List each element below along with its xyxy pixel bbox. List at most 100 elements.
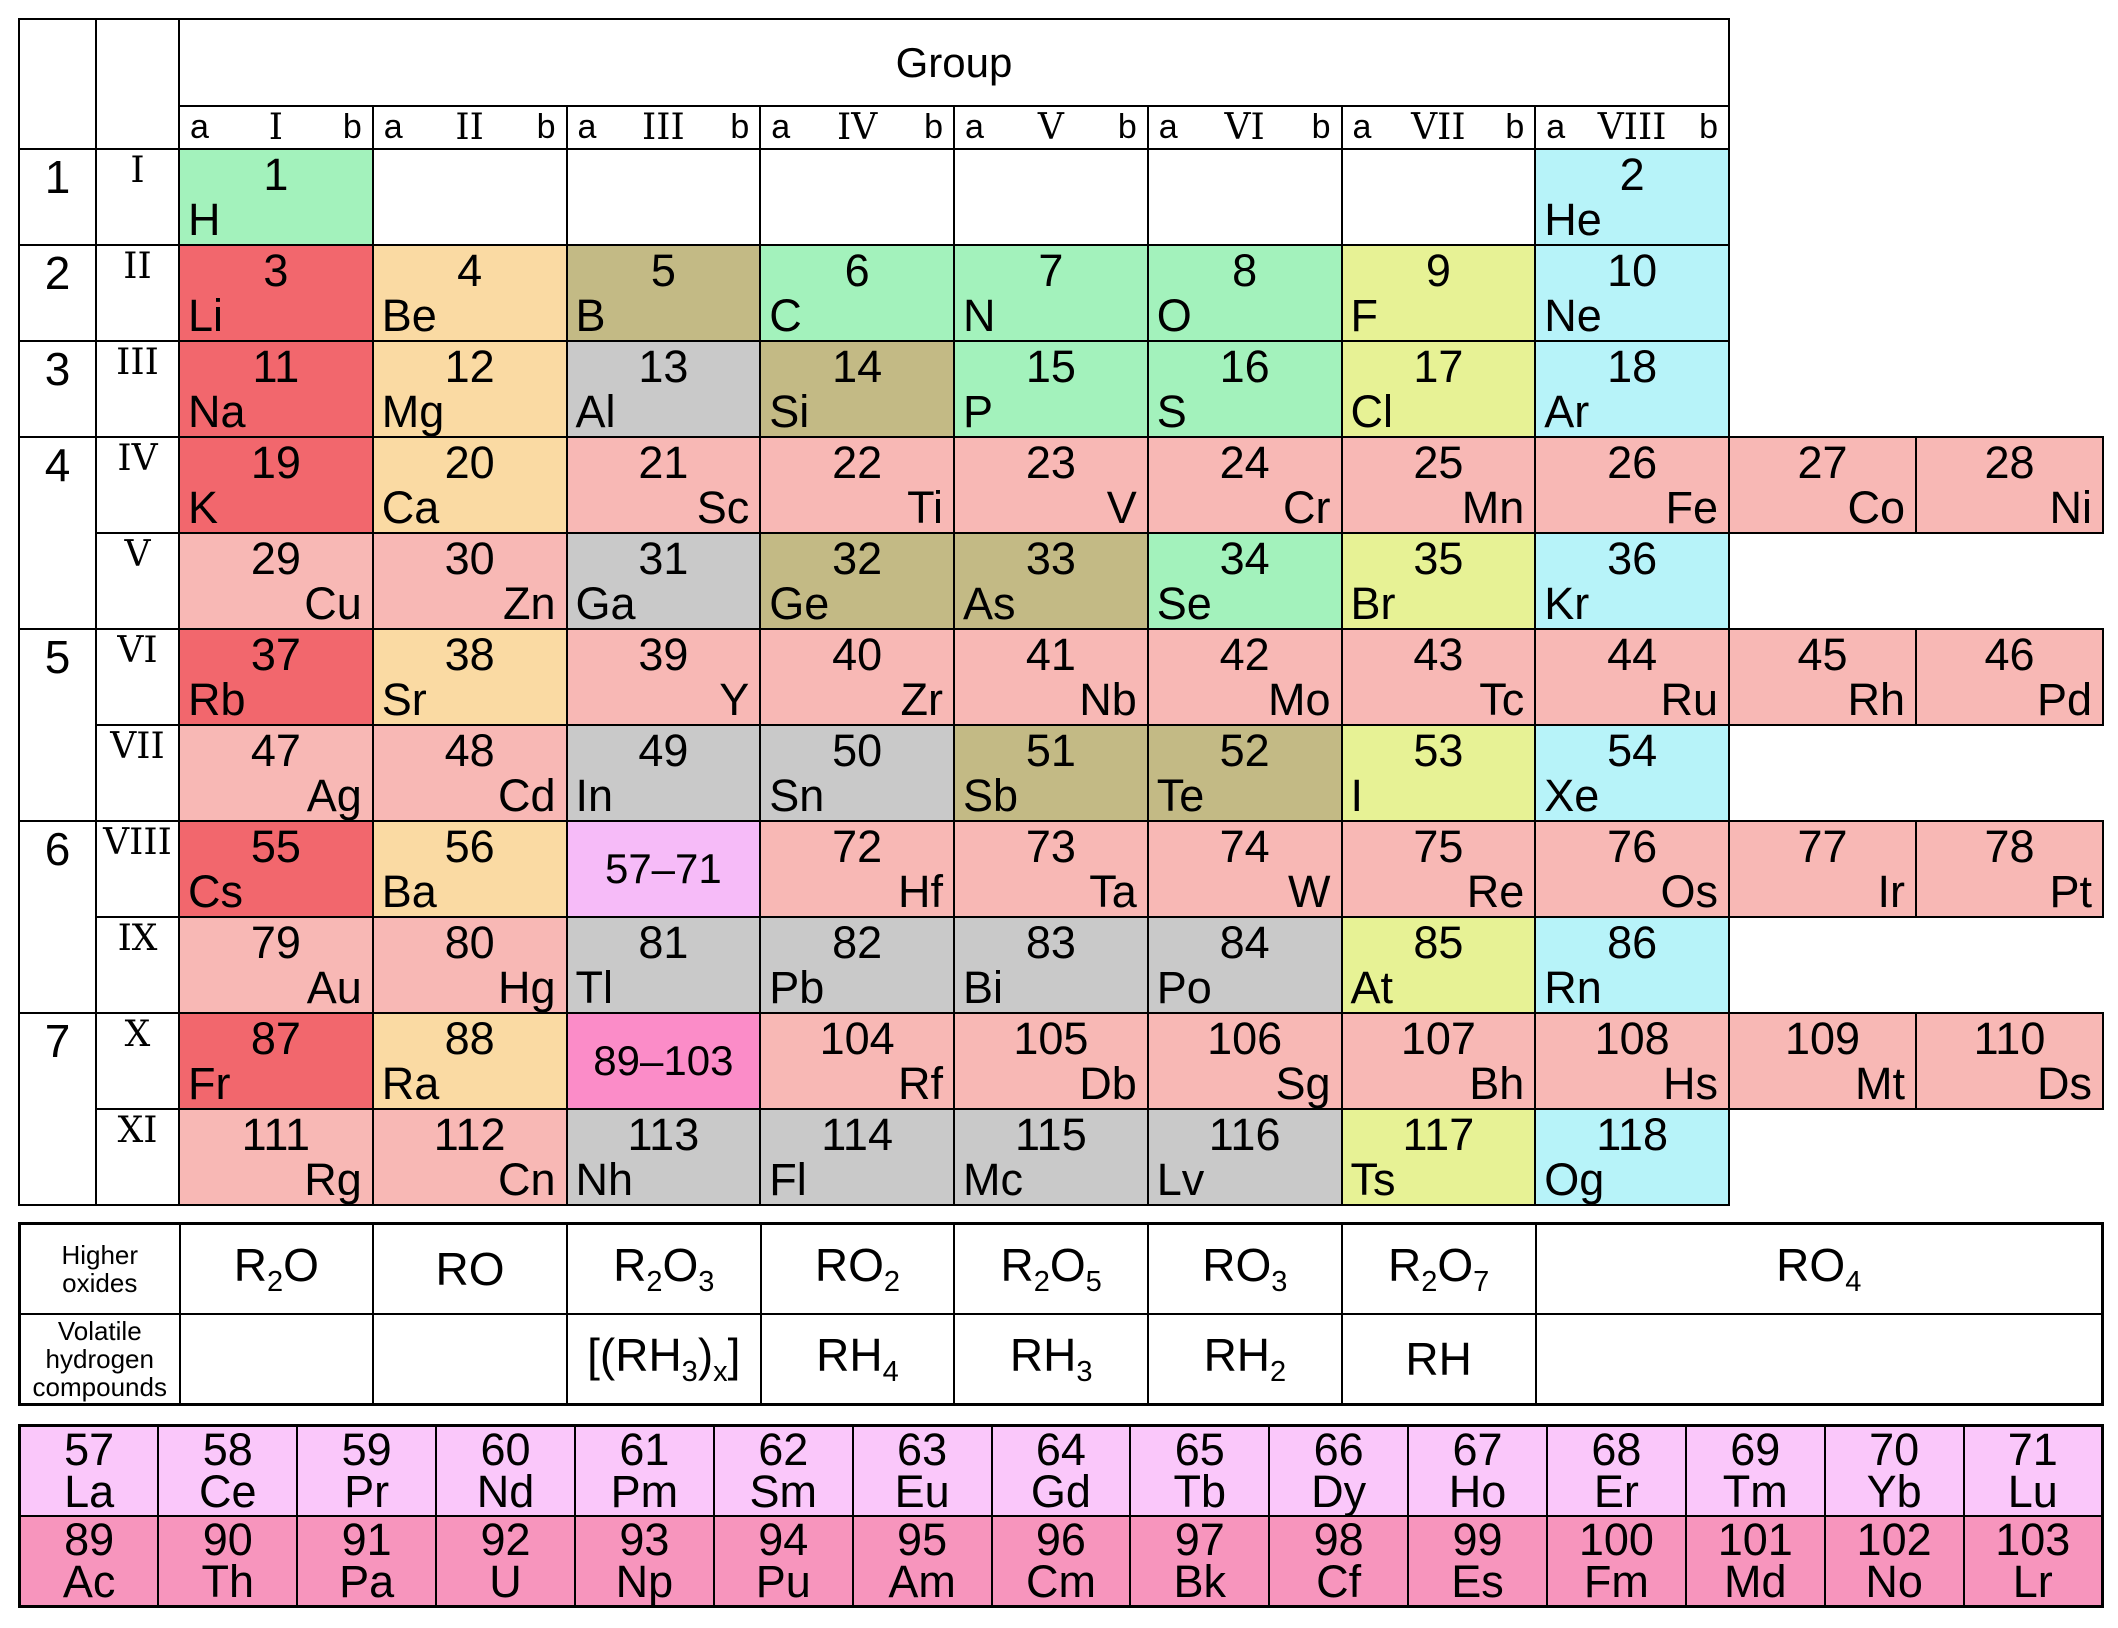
- element-cell-K: 19 K: [178, 436, 374, 534]
- lanthanide-cell-Ce: 58 Ce: [157, 1424, 299, 1517]
- lanthanide-cell-Pr: 59 Pr: [296, 1424, 438, 1517]
- atomic-number: 55: [250, 821, 301, 872]
- table-row: IX 79 Au 80 Hg 81 Tl 82 Pb 83 Bi 84 Po 85 At 86 Rn: [19, 916, 2103, 1014]
- atomic-number: 75: [1413, 821, 1464, 872]
- element-symbol: C: [769, 290, 802, 341]
- element-symbol: Np: [615, 1556, 674, 1607]
- element-symbol: Gd: [1030, 1466, 1091, 1516]
- period-number-cell: 2: [18, 244, 97, 342]
- atomic-number: 24: [1219, 437, 1270, 488]
- element-symbol: Ac: [62, 1556, 116, 1607]
- atomic-number: 104: [819, 1013, 895, 1064]
- element-cell-Pb: 82 Pb: [759, 916, 955, 1014]
- atomic-number: 12: [444, 341, 495, 392]
- row-numeral: XI: [117, 1110, 158, 1151]
- element-symbol: Pd: [2036, 674, 2092, 725]
- element-symbol: Fr: [188, 1058, 231, 1109]
- atomic-number: 95: [897, 1516, 948, 1565]
- element-cell-Ta: 73 Ta: [953, 820, 1149, 918]
- atomic-number: 87: [250, 1013, 301, 1064]
- element-symbol: Mg: [381, 386, 445, 437]
- element-cell-Hg: 80 Hg: [371, 916, 568, 1014]
- lanthanide-cell-Tb: 65 Tb: [1129, 1424, 1271, 1517]
- atomic-number: 82: [832, 917, 883, 968]
- element-symbol: Ga: [575, 578, 636, 629]
- atomic-number: 36: [1607, 533, 1658, 584]
- subgroup-b-label: b: [1699, 108, 1718, 146]
- element-cell-Rf: 104 Rf: [759, 1012, 955, 1110]
- range-label: 89–103: [593, 1037, 734, 1084]
- row-numeral: V: [124, 534, 151, 575]
- higher-oxide-cell: RO4: [1534, 1222, 2104, 1315]
- element-symbol: Am: [888, 1556, 956, 1607]
- group-numeral: VI: [1224, 107, 1265, 148]
- atomic-number: 96: [1035, 1516, 1086, 1565]
- table-row: Volatile hydrogen compounds [(RH3)x] RH4 RH…: [18, 1313, 2104, 1406]
- period-number-cell: 5: [18, 628, 97, 822]
- group-header-cell: Group: [178, 18, 1730, 107]
- atomic-number: 47: [250, 725, 301, 776]
- element-symbol: Ds: [2037, 1058, 2092, 1109]
- group-numeral: III: [642, 107, 685, 148]
- group-subheader-cell: a III b: [565, 105, 762, 150]
- element-symbol: Ce: [199, 1466, 257, 1516]
- atomic-number: 35: [1413, 533, 1464, 584]
- element-symbol: Ba: [381, 866, 437, 917]
- element-symbol: Fm: [1583, 1556, 1649, 1607]
- lanthanide-cell-Ho: 67 Ho: [1407, 1424, 1548, 1517]
- element-symbol: Ni: [2049, 482, 2093, 533]
- element-symbol: Ir: [1877, 866, 1906, 917]
- element-cell-Pt: 78 Pt: [1915, 820, 2104, 918]
- row-numeral: IV: [117, 438, 158, 479]
- atomic-number: 20: [444, 437, 495, 488]
- period-number-cell: 6: [18, 820, 97, 1014]
- element-cell-As: 33 As: [953, 532, 1149, 630]
- atomic-number: 48: [444, 725, 495, 776]
- element-cell-Fe: 26 Fe: [1534, 436, 1730, 534]
- element-symbol: Bk: [1173, 1556, 1227, 1607]
- atomic-number: 37: [250, 629, 301, 680]
- atomic-number: 34: [1219, 533, 1270, 584]
- subgroup-a-label: a: [1352, 108, 1372, 146]
- element-symbol: F: [1350, 290, 1379, 341]
- element-symbol: Ti: [907, 482, 943, 533]
- atomic-number: 56: [444, 821, 495, 872]
- row-numeral-cell: V: [95, 532, 180, 630]
- element-cell-Kr: 36 Kr: [1534, 532, 1730, 630]
- period-number: 1: [44, 151, 71, 203]
- formula-text: [(RH3)x]: [587, 1329, 741, 1389]
- atomic-number: 33: [1025, 533, 1076, 584]
- formula-text: RO: [435, 1243, 505, 1295]
- group-subheader-cell: a VII b: [1340, 105, 1537, 150]
- range-label: 57–71: [604, 845, 722, 892]
- empty-cell: [1340, 148, 1537, 246]
- atomic-number: 106: [1207, 1013, 1283, 1064]
- element-symbol: Zr: [900, 674, 943, 725]
- atomic-number: 38: [444, 629, 495, 680]
- row-numeral: IX: [117, 918, 158, 959]
- table-row: 7 X 87 Fr 88 Ra 89–103 104 Rf 105 Db 106 Sg 107 Bh 108 H…: [18, 1012, 2104, 1206]
- element-symbol: Ag: [306, 770, 362, 821]
- element-cell-Rb: 37 Rb: [178, 628, 374, 726]
- atomic-number: 86: [1607, 917, 1658, 968]
- element-symbol: Th: [201, 1556, 255, 1607]
- element-cell-P: 15 P: [953, 340, 1149, 438]
- empty-cell: [371, 148, 568, 246]
- element-cell-Y: 39 Y: [565, 628, 762, 726]
- row-numeral: III: [116, 342, 159, 383]
- element-symbol: Lr: [2012, 1556, 2053, 1607]
- formula-text: R2O5: [1000, 1239, 1102, 1299]
- element-cell-Rg: 111 Rg: [178, 1108, 374, 1206]
- corner-cell: [95, 18, 180, 150]
- element-cell-Mg: 12 Mg: [371, 340, 568, 438]
- atomic-number: 64: [1035, 1425, 1086, 1475]
- actinide-cell-Md: 101 Md: [1684, 1515, 1826, 1608]
- element-cell-Ga: 31 Ga: [565, 532, 762, 630]
- row-numeral-cell: VII: [95, 724, 180, 822]
- element-symbol: Rh: [1847, 674, 1905, 725]
- row-numeral: II: [123, 246, 152, 287]
- atomic-number: 10: [1607, 245, 1658, 296]
- lanthanide-cell-La: 57 La: [18, 1424, 160, 1517]
